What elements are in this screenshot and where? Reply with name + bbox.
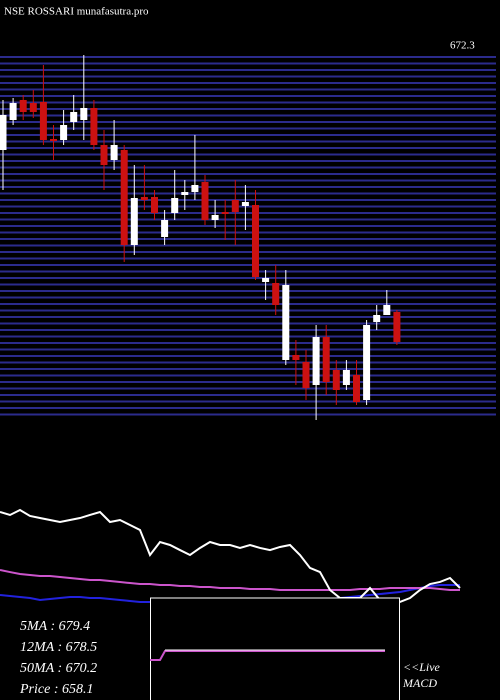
candle-body [231, 200, 239, 212]
candle-body [0, 115, 7, 150]
stat-line: 5MA : 679.4 [20, 619, 90, 634]
candle-body [241, 202, 249, 206]
candle-body [191, 185, 199, 192]
candle-body [80, 108, 88, 120]
candle-body [120, 150, 128, 245]
candle-body [363, 325, 371, 400]
candle-body [201, 182, 209, 220]
macd-line [150, 650, 385, 661]
candle-body [312, 337, 320, 385]
candle-body [211, 215, 219, 220]
macd-label: MACD [402, 676, 437, 690]
candle-body [252, 205, 259, 277]
candle-body [342, 370, 350, 385]
candle-body [322, 337, 330, 382]
candle-body [332, 370, 340, 390]
candle-body [9, 103, 17, 120]
candle-body [161, 220, 169, 237]
candle-body [60, 125, 68, 140]
candle-body [110, 145, 118, 160]
macd-box [150, 597, 400, 700]
candle-body [262, 278, 270, 282]
live-link[interactable]: <<Live [403, 660, 441, 674]
candle-body [90, 108, 98, 145]
candle-body [29, 103, 37, 112]
stat-line: Price : 658.1 [19, 682, 93, 697]
candle-body [39, 102, 47, 140]
candle-body [292, 355, 300, 360]
candle-body [100, 145, 108, 165]
stat-line: 12MA : 678.5 [20, 640, 97, 655]
candle-body [171, 198, 179, 213]
candle-body [302, 362, 310, 388]
chart-title: NSE ROSSARI munafasutra.pro [4, 6, 149, 18]
candle-body [221, 212, 229, 214]
candles [0, 55, 401, 420]
macd-panel [150, 598, 400, 700]
stat-line: 50MA : 670.2 [20, 661, 97, 676]
candle-body [50, 139, 57, 141]
candle-body [393, 312, 401, 342]
candle-body [70, 112, 78, 122]
candle-body [19, 100, 27, 112]
candle-body [282, 285, 290, 360]
candle-body [373, 315, 381, 322]
candle-body [151, 197, 158, 213]
indicator-line [0, 568, 460, 591]
candle-body [353, 375, 360, 402]
candle-body [383, 305, 391, 315]
axis-label: 672.3 [450, 40, 475, 52]
candle-body [181, 192, 189, 195]
candle-body [140, 197, 148, 200]
candle-body [272, 283, 280, 305]
candle-body [130, 198, 138, 245]
